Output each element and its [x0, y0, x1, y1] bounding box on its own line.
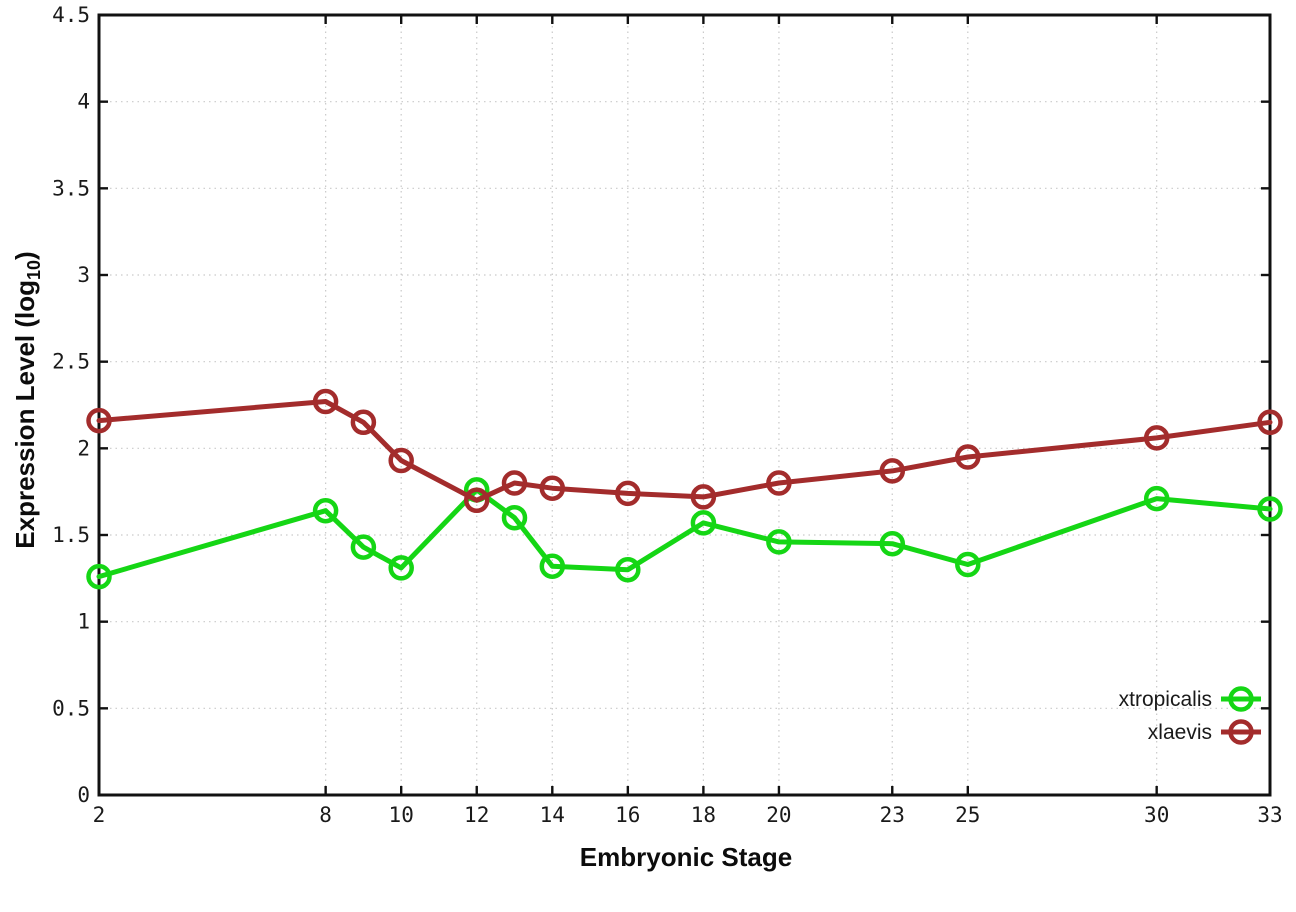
data-point-marker [350, 409, 377, 436]
x-tick-label: 14 [540, 803, 565, 827]
x-tick-label: 8 [319, 803, 332, 827]
legend: xtropicalis xlaevis [1119, 686, 1261, 745]
data-point-marker [615, 556, 641, 583]
data-point-marker [690, 484, 717, 510]
y-axis-title-subscript: 10 [24, 260, 44, 280]
data-point-marker [1257, 409, 1283, 436]
data-point-marker [1143, 425, 1170, 451]
data-point-marker [501, 470, 528, 496]
x-tick-label: 12 [464, 803, 489, 827]
x-tick-label: 16 [615, 803, 640, 827]
legend-sample-marker [1228, 719, 1254, 745]
y-tick-label: 0 [77, 783, 90, 807]
y-axis-title-close: ) [10, 251, 40, 260]
data-point-marker [615, 480, 641, 507]
legend-item-xtropicalis: xtropicalis [1119, 686, 1261, 712]
y-tick-label: 2 [77, 436, 90, 460]
legend-label-xtropicalis: xtropicalis [1119, 688, 1212, 711]
series-xtropicalis [86, 477, 1283, 590]
data-point-marker [312, 497, 339, 524]
y-tick-label: 3 [77, 263, 90, 287]
y-tick-label: 2.5 [52, 350, 90, 374]
data-point-marker [766, 470, 792, 496]
series-xlaevis [86, 388, 1283, 514]
data-point-marker [690, 510, 717, 536]
y-tick-label: 0.5 [52, 696, 90, 720]
data-point-marker [539, 475, 566, 501]
data-point-marker [86, 563, 112, 590]
data-series [86, 388, 1283, 590]
data-point-marker [766, 529, 792, 555]
data-point-marker [463, 487, 490, 514]
legend-item-xlaevis: xlaevis [1148, 719, 1261, 745]
data-point-marker [955, 444, 981, 470]
x-tick-label: 33 [1257, 803, 1282, 827]
data-point-marker [350, 534, 377, 560]
plot-border [97, 13, 1272, 797]
data-point-marker [388, 555, 414, 581]
x-tick-label: 30 [1144, 803, 1169, 827]
series-line-xlaevis [96, 399, 1273, 503]
data-point-marker [388, 447, 414, 474]
x-tick-label: 23 [880, 803, 905, 827]
x-tick-label: 2 [93, 803, 106, 827]
legend-sample-marker [1228, 686, 1254, 712]
y-tick-label: 4 [77, 90, 90, 114]
y-tick-label: 3.5 [52, 176, 90, 200]
y-tick-label: 4.5 [52, 3, 90, 27]
y-tick-label: 1.5 [52, 523, 90, 547]
tick-labels: 2 8 10 12 14 16 18 20 23 25 30 33 0 0.5 1 1.5 2 2.5 3 3.5 4 4… [52, 3, 1283, 827]
x-tick-label: 18 [691, 803, 716, 827]
data-point-marker [1143, 485, 1170, 512]
data-point-marker [879, 458, 906, 484]
data-point-marker [501, 504, 528, 531]
legend-label-xlaevis: xlaevis [1148, 721, 1212, 744]
data-point-marker [86, 407, 112, 434]
series-line-xtropicalis [96, 487, 1273, 580]
data-point-marker [955, 551, 981, 578]
x-tick-label: 10 [389, 803, 414, 827]
data-point-marker [879, 530, 906, 557]
data-point-marker [312, 388, 339, 415]
y-tick-label: 1 [77, 610, 90, 634]
plot-border-rect [97, 13, 1272, 797]
y-axis-title-main: Expression Level (log [10, 280, 40, 549]
x-tick-label: 20 [766, 803, 791, 827]
x-axis-title: Embryonic Stage [580, 842, 792, 872]
data-point-marker [539, 553, 566, 579]
data-point-marker [1257, 496, 1283, 522]
x-tick-label: 25 [955, 803, 980, 827]
y-axis-title: Expression Level (log10) [10, 251, 44, 548]
